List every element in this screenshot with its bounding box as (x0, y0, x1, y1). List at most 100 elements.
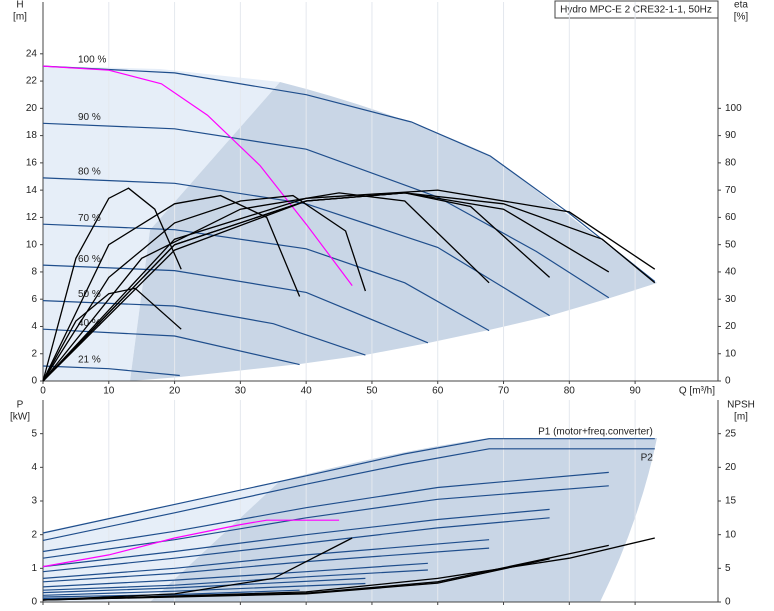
curve (42, 328, 300, 366)
curve (42, 537, 353, 601)
y-tick-label: 0 (31, 597, 37, 608)
y2-tick-label: 60 (725, 212, 737, 223)
y-tick-label: 1 (31, 563, 37, 574)
x-tick-label: 80 (564, 386, 576, 397)
y2-tick-label: 0 (725, 376, 731, 387)
curve (42, 508, 550, 568)
y-tick-label: 4 (31, 462, 37, 473)
y-tick-label: 14 (26, 185, 38, 196)
curve (42, 122, 610, 299)
y-tick-label: 24 (26, 48, 38, 59)
x-label: Q [m³/h] (679, 386, 715, 397)
y2-tick-label: 10 (725, 348, 737, 359)
curve (42, 569, 428, 591)
x-tick-label: 90 (630, 386, 642, 397)
curve-label: P2 (641, 452, 654, 463)
curve (42, 562, 428, 588)
curve-label: 60 % (78, 254, 101, 265)
curve (42, 65, 656, 282)
curve-label: 80 % (78, 167, 101, 178)
curve (42, 547, 490, 583)
curve (42, 223, 490, 332)
x-tick-label: 50 (366, 386, 378, 397)
curve (42, 438, 655, 534)
y-unit: [kW] (10, 412, 30, 423)
x-tick-label: 30 (235, 386, 247, 397)
curve (42, 192, 490, 382)
y2-tick-label: 50 (725, 239, 737, 250)
y2-tick-label: 40 (725, 267, 737, 278)
curve (42, 287, 182, 382)
curve (42, 485, 609, 559)
y2-tick-label: 100 (725, 103, 742, 114)
curve (42, 194, 367, 382)
y-unit: [m] (13, 12, 27, 23)
y-tick-label: 2 (31, 348, 37, 359)
curve-label: 90 % (78, 112, 101, 123)
y-tick-label: 12 (26, 212, 38, 223)
curve (42, 519, 340, 568)
y2-tick-label: 20 (725, 321, 737, 332)
y-tick-label: 2 (31, 529, 37, 540)
x-tick-label: 10 (103, 386, 115, 397)
x-tick-label: 70 (498, 386, 510, 397)
x-tick-label: 20 (169, 386, 181, 397)
curve (42, 558, 550, 601)
y-tick-label: 8 (31, 267, 37, 278)
curve (42, 471, 609, 553)
curve (42, 192, 656, 382)
y2-tick-label: 90 (725, 130, 737, 141)
y-tick-label: 16 (26, 158, 38, 169)
y2-tick-label: 30 (725, 294, 737, 305)
curve (42, 577, 366, 594)
curve (42, 589, 300, 598)
curve (42, 300, 366, 356)
y2-tick-label: 5 (725, 563, 731, 574)
y2-unit: [%] (734, 12, 749, 23)
curve (42, 365, 180, 377)
y-label: H (16, 0, 23, 11)
operating-area (130, 82, 657, 381)
y-tick-label: 18 (26, 130, 38, 141)
x-tick-label: 0 (40, 386, 46, 397)
y-tick-label: 4 (31, 321, 37, 332)
curve (42, 187, 182, 382)
curve (42, 189, 656, 382)
y2-tick-label: 80 (725, 158, 737, 169)
y2-unit: [m] (734, 412, 748, 423)
curve (42, 537, 655, 601)
y2-tick-label: 10 (725, 529, 737, 540)
y2-tick-label: 0 (725, 597, 731, 608)
y-tick-label: 3 (31, 496, 37, 507)
y-tick-label: 20 (26, 103, 38, 114)
chart-title: Hydro MPC-E 2 CRE32-1-1, 50Hz (560, 5, 712, 16)
y2-tick-label: 25 (725, 428, 737, 439)
x-tick-label: 60 (432, 386, 444, 397)
curve (42, 582, 366, 596)
curve (42, 194, 301, 382)
curve (42, 65, 353, 286)
y-label: P (17, 400, 24, 411)
x-tick-label: 40 (301, 386, 313, 397)
y-tick-label: 10 (26, 239, 38, 250)
y2-tick-label: 70 (725, 185, 737, 196)
curve-label: 70 % (78, 213, 101, 224)
curve-label: 50 % (78, 289, 101, 300)
curve-label: P1 (motor+freq.converter) (538, 426, 653, 437)
y2-label: NPSH (727, 400, 755, 411)
y2-label: eta (734, 0, 748, 11)
light-area (43, 66, 280, 381)
curve-label: 100 % (78, 55, 106, 66)
y2-tick-label: 20 (725, 462, 737, 473)
curve (42, 539, 490, 579)
y-tick-label: 5 (31, 428, 37, 439)
y2-tick-label: 15 (725, 496, 737, 507)
y-tick-label: 6 (31, 294, 37, 305)
y-tick-label: 22 (26, 76, 38, 87)
curve (42, 448, 655, 541)
curve (42, 264, 429, 344)
y-tick-label: 0 (31, 376, 37, 387)
curve (42, 517, 550, 573)
curve-label: 21 % (78, 355, 101, 366)
